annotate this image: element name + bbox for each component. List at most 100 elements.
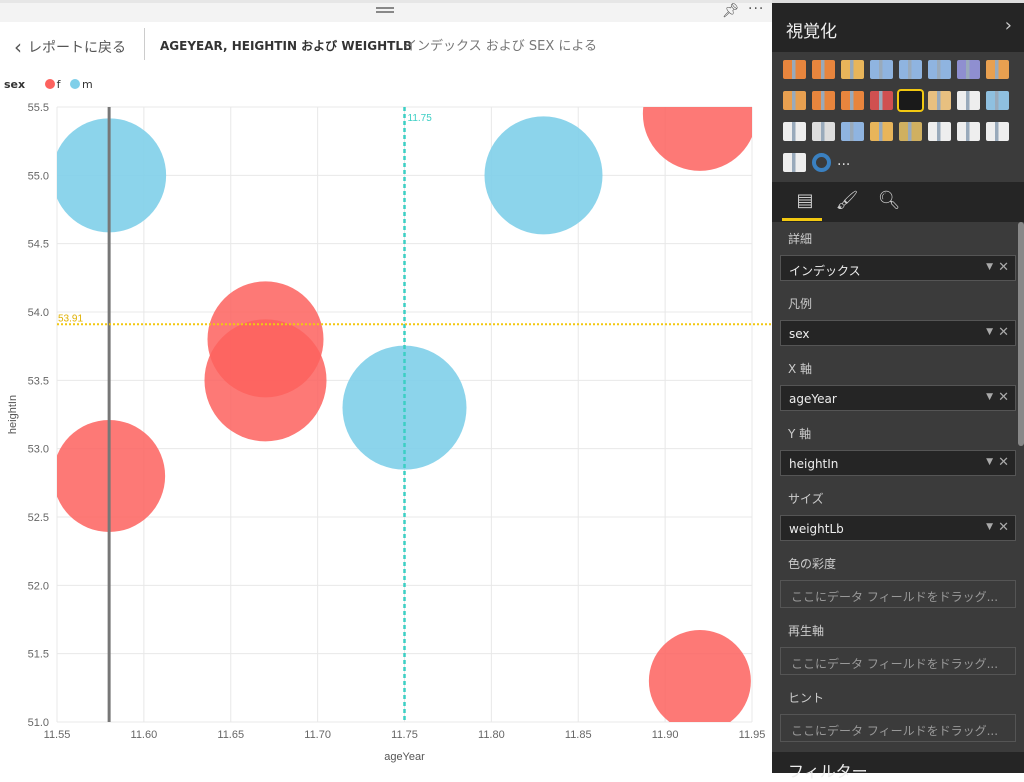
- area-chart-icon[interactable]: [986, 60, 1009, 79]
- x-tick-label: 11.85: [565, 729, 592, 741]
- legend-dot-icon: [44, 79, 55, 89]
- legend-dot-icon: [69, 79, 80, 89]
- filled-map-chart-icon[interactable]: [841, 122, 864, 141]
- treemap-chart-icon[interactable]: [957, 91, 980, 110]
- well-field[interactable]: インデックス ▼ ✕: [780, 255, 1016, 281]
- line-chart-icon[interactable]: [957, 60, 980, 79]
- pin-icon[interactable]: 📌︎: [722, 3, 740, 19]
- legend-label: m: [81, 78, 93, 91]
- dropdown-icon[interactable]: ▼: [986, 522, 993, 532]
- well-drop-zone[interactable]: ここにデータ フィールドをドラッグ...: [780, 647, 1016, 675]
- pane-tabs: ▤ 🖌︎ 🔍︎: [772, 182, 1024, 222]
- fields-tab-icon[interactable]: ▤: [796, 190, 814, 211]
- well-label: Y 軸: [788, 427, 812, 441]
- visual-header: ‹ レポートに戻る AGEYEAR, HEIGHTIN および WEIGHTLB …: [0, 28, 772, 62]
- chevron-left-icon: ‹: [14, 35, 22, 59]
- back-label: レポートに戻る: [28, 40, 126, 56]
- well-drop-zone[interactable]: ここにデータ フィールドをドラッグ...: [780, 580, 1016, 608]
- y-axis-title: heightIn: [7, 395, 19, 434]
- bubbles: [57, 107, 752, 722]
- multirow-card-chart-icon[interactable]: [928, 122, 951, 141]
- analytics-magnifier-icon[interactable]: 🔍︎: [877, 190, 901, 211]
- x-tick-label: 11.70: [304, 729, 331, 741]
- legend-label: f: [56, 78, 61, 91]
- remove-field-icon[interactable]: ✕: [998, 325, 1009, 340]
- filters-header[interactable]: フィルター: [772, 752, 1024, 781]
- well-label: サイズ: [788, 492, 824, 506]
- remove-field-icon[interactable]: ✕: [998, 520, 1009, 535]
- pie-chart-icon[interactable]: [928, 91, 951, 110]
- clustered-column-chart-icon[interactable]: [870, 60, 893, 79]
- funnel-chart-icon[interactable]: [870, 122, 893, 141]
- well-field[interactable]: weightLb ▼ ✕: [780, 515, 1016, 541]
- card-chart-icon[interactable]: [957, 122, 980, 141]
- dropdown-icon[interactable]: ▼: [986, 392, 993, 402]
- stacked-bar-chart-icon[interactable]: [783, 60, 806, 79]
- active-tab-indicator: [782, 218, 822, 221]
- dropdown-icon[interactable]: ▼: [986, 327, 993, 337]
- dropdown-icon[interactable]: ▼: [986, 457, 993, 467]
- bubble-f: [204, 319, 327, 442]
- reference-line-label: 11.75: [408, 113, 433, 124]
- x-tick-label: 11.80: [478, 729, 505, 741]
- well-label: 詳細: [788, 232, 813, 246]
- well-drop-zone[interactable]: ここにデータ フィールドをドラッグ...: [780, 714, 1016, 742]
- dropdown-icon[interactable]: ▼: [986, 262, 993, 272]
- stacked-area-chart-icon[interactable]: [783, 91, 806, 110]
- more-options-icon[interactable]: ···: [748, 1, 765, 17]
- scatter-chart-icon[interactable]: [897, 89, 924, 112]
- more-visuals-icon[interactable]: ...: [837, 153, 851, 169]
- collapse-chevron-icon[interactable]: ›: [1004, 15, 1012, 36]
- well-label: X 軸: [788, 362, 813, 376]
- x-tick-label: 11.60: [131, 729, 158, 741]
- well-field[interactable]: ageYear ▼ ✕: [780, 385, 1016, 411]
- legend-item-m[interactable]: m: [69, 78, 93, 91]
- field-name: heightIn: [789, 457, 839, 471]
- visual-title: AGEYEAR, HEIGHTIN および WEIGHTLB: [160, 39, 413, 53]
- format-paint-roller-icon[interactable]: 🖌︎: [835, 190, 859, 211]
- x-tick-label: 11.55: [44, 729, 71, 741]
- divider: [144, 28, 145, 60]
- visualizations-pane: 視覚化 › ... ▤ 🖌︎ 🔍︎ 詳細 インデックス ▼ ✕ 凡例 sex ▼ ✕ X 軸 ag…: [772, 0, 1024, 781]
- 100-bar-chart-icon[interactable]: [899, 60, 922, 79]
- x-tick-label: 11.75: [391, 729, 418, 741]
- field-name: weightLb: [789, 522, 844, 536]
- map-chart-icon[interactable]: [986, 91, 1009, 110]
- x-tick-label: 11.90: [652, 729, 679, 741]
- donut-chart-icon[interactable]: [812, 153, 831, 172]
- pane-header: 視覚化 ›: [772, 0, 1024, 52]
- legend-title: sex: [4, 78, 26, 91]
- well-field[interactable]: sex ▼ ✕: [780, 320, 1016, 346]
- remove-field-icon[interactable]: ✕: [998, 455, 1009, 470]
- legend: sex f m: [4, 78, 93, 91]
- table-chart-icon[interactable]: [783, 122, 806, 141]
- matrix-chart-icon[interactable]: [812, 122, 835, 141]
- y-tick-label: 52.5: [28, 512, 49, 524]
- x-tick-label: 11.65: [217, 729, 244, 741]
- y-tick-label: 54.5: [28, 239, 49, 251]
- drag-handle-icon[interactable]: [376, 7, 394, 13]
- line-clustered-chart-icon[interactable]: [841, 91, 864, 110]
- stacked-column-chart-icon[interactable]: [812, 60, 835, 79]
- ribbon-chart-icon[interactable]: [870, 91, 893, 110]
- back-to-report-button[interactable]: ‹ レポートに戻る: [14, 35, 126, 59]
- remove-field-icon[interactable]: ✕: [998, 390, 1009, 405]
- remove-field-icon[interactable]: ✕: [998, 260, 1009, 275]
- kpi-chart-icon[interactable]: [986, 122, 1009, 141]
- y-tick-label: 53.5: [28, 375, 49, 387]
- well-label: 色の彩度: [788, 557, 837, 571]
- bubble-m: [484, 116, 603, 235]
- gauge-chart-icon[interactable]: [899, 122, 922, 141]
- scrollbar[interactable]: [1018, 222, 1024, 446]
- slicer-chart-icon[interactable]: [783, 153, 806, 172]
- field-wells: 詳細 インデックス ▼ ✕ 凡例 sex ▼ ✕ X 軸 ageYear ▼ ✕ Y 軸 heightIn…: [772, 222, 1024, 752]
- x-axis-title: ageYear: [384, 751, 425, 763]
- well-field[interactable]: heightIn ▼ ✕: [780, 450, 1016, 476]
- x-tick-label: 11.95: [739, 729, 766, 741]
- scatter-chart: 11.55 11.60 11.65 11.70 11.75 11.80 11.85 11.90…: [7, 102, 772, 763]
- visual-type-gallery: ...: [772, 52, 1024, 182]
- clustered-bar-chart-icon[interactable]: [841, 60, 864, 79]
- 100-column-chart-icon[interactable]: [928, 60, 951, 79]
- line-column-chart-icon[interactable]: [812, 91, 835, 110]
- legend-item-f[interactable]: f: [44, 78, 61, 91]
